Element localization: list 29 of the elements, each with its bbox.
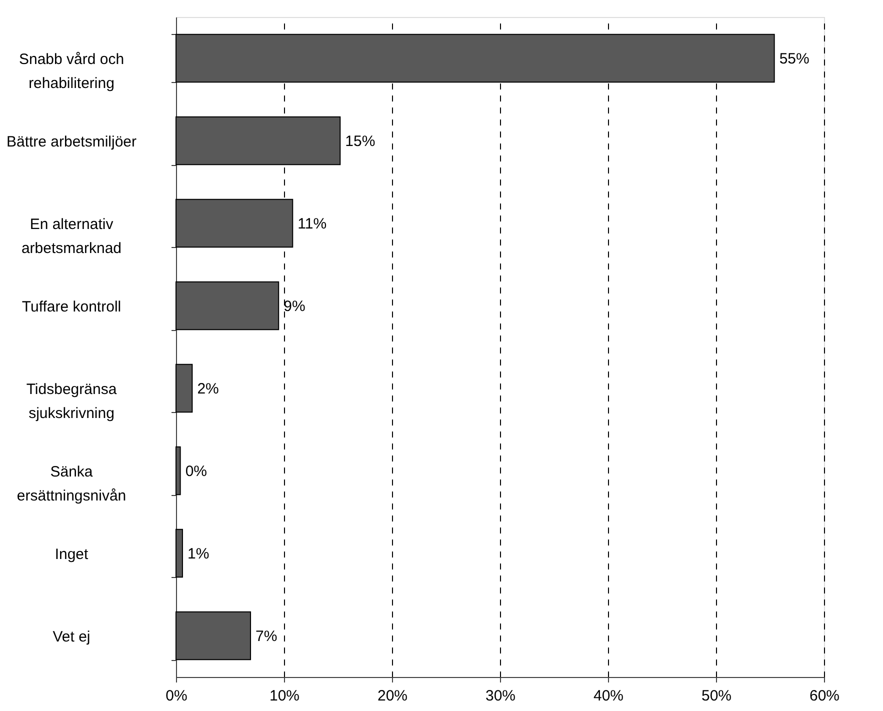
bar [176, 281, 280, 330]
bar [176, 446, 181, 496]
data-label: 2% [197, 380, 219, 398]
data-label: 1% [187, 545, 210, 562]
y-tick-label: Snabb vård och rehabilitering [18, 50, 124, 92]
y-tick-label: Bättre arbetsmiljöer [6, 133, 137, 150]
bar [176, 116, 341, 166]
data-label: 9% [284, 298, 306, 315]
bar [176, 611, 252, 660]
data-label: 55% [779, 50, 810, 68]
x-tick-label: 10% [269, 688, 300, 704]
data-label: 7% [256, 628, 278, 645]
x-tick-label: 30% [485, 688, 516, 704]
x-tick-label: 60% [809, 688, 840, 704]
data-label: 11% [298, 215, 327, 232]
x-tick-label: 20% [377, 688, 408, 704]
y-tick-label: En alternativ arbetsmarknad [21, 216, 122, 257]
y-tick-label: Vet ej [52, 628, 90, 646]
bar [176, 364, 193, 413]
y-tick-label: Inget [54, 546, 90, 563]
x-tick-label: 0% [166, 688, 188, 704]
bar [176, 528, 183, 578]
x-tick-label: 50% [701, 688, 732, 704]
x-tick-label: 40% [593, 688, 624, 704]
y-tick-label: Sänka ersättningsnivån [16, 463, 126, 504]
data-label: 0% [185, 462, 208, 480]
y-tick-label: Tuffare kontroll [22, 298, 122, 316]
data-label: 15% [345, 132, 376, 150]
y-tick-label: Tidsbegränsa sjukskrivning [26, 380, 118, 422]
